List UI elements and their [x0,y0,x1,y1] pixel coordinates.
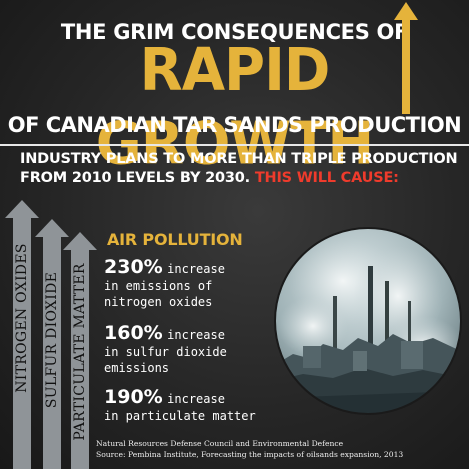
particulate-matter-arrow-icon [63,232,97,469]
credits-source: Source: Pembina Institute, Forecasting t… [96,450,404,459]
sulfur-dioxide-arrow-icon [35,219,69,469]
section-title: AIR POLLUTION [107,230,243,249]
arrow-label-particulate-matter: PARTICULATE MATTER [72,263,88,441]
stat-value: 160% [104,322,163,344]
stat-value: 230% [104,256,163,278]
arrow-label-sulfur-dioxide: SULFUR DIOXIDE [44,271,60,409]
intro-text: INDUSTRY PLANS TO MORE THAN TRIPLE PRODU… [20,150,460,188]
nitrogen-oxides-arrow-icon [5,200,39,469]
stat-word: increase [167,262,225,276]
credits: Natural Resources Defense Council and En… [96,438,466,460]
headline-up-arrow-icon [394,2,418,114]
stat-desc-line-1: in particulate matter [104,409,256,423]
stat-desc-line-2: emissions [104,361,170,375]
intro-body: INDUSTRY PLANS TO MORE THAN TRIPLE PRODU… [20,151,458,186]
stat-word: increase [167,328,225,342]
credits-line-1: Natural Resources Defense Council and En… [96,439,344,448]
headline-line-1: THE GRIM CONSEQUENCES OF [60,20,409,44]
intro-highlight: THIS WILL CAUSE: [254,170,399,186]
stat-word: increase [167,392,225,406]
industrial-smokestack-photo [274,227,462,415]
divider [0,144,469,146]
arrow-label-nitrogen-oxides: NITROGEN OXIDES [14,243,30,393]
headline-line-3: OF CANADIAN TAR SANDS PRODUCTION [7,113,462,137]
stat-sulfur-dioxide: 160% increase in sulfur dioxide emission… [104,322,279,376]
stat-nitrogen-oxides: 230% increase in emissions of nitrogen o… [104,256,279,310]
stat-particulate-matter: 190% increase in particulate matter [104,386,279,424]
stat-value: 190% [104,386,163,408]
stat-desc-line-1: in emissions of [104,279,213,293]
stat-desc-line-2: nitrogen oxides [104,295,213,309]
stat-desc-line-1: in sulfur dioxide [104,345,227,359]
